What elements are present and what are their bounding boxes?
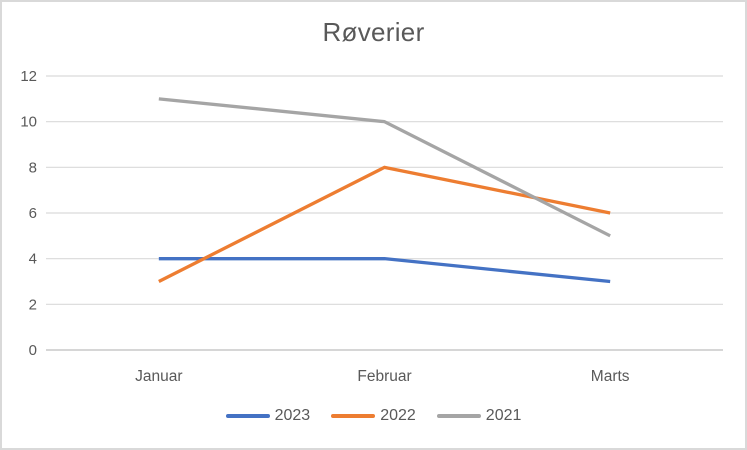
legend-label: 2023 bbox=[274, 407, 311, 424]
x-axis-label: Marts bbox=[591, 368, 630, 385]
legend-item-2022: 2022 bbox=[331, 407, 416, 425]
y-tick-label: 10 bbox=[20, 114, 37, 131]
y-tick-label: 8 bbox=[29, 159, 37, 176]
y-tick-label: 0 bbox=[29, 342, 37, 359]
series-line-2023 bbox=[158, 257, 611, 284]
y-tick-label: 6 bbox=[29, 205, 37, 222]
x-axis-label: Januar bbox=[135, 368, 182, 385]
legend-label: 2022 bbox=[380, 407, 416, 424]
legend-label: 2021 bbox=[485, 407, 522, 424]
y-tick-label: 4 bbox=[29, 251, 37, 268]
legend-swatch-icon bbox=[436, 413, 481, 419]
x-axis-label: Februar bbox=[357, 368, 411, 385]
legend-swatch-icon bbox=[225, 413, 270, 419]
series-line-2021 bbox=[158, 97, 611, 238]
legend-item-2021: 2021 bbox=[436, 407, 522, 425]
y-tick-label: 12 bbox=[20, 68, 37, 85]
chart-legend: 2023 2022 2021 bbox=[2, 407, 745, 425]
series-line-2022 bbox=[158, 165, 611, 283]
legend-swatch-icon bbox=[331, 413, 376, 419]
chart-title: Røverier bbox=[322, 17, 425, 47]
legend-item-2023: 2023 bbox=[225, 407, 311, 425]
y-tick-label: 2 bbox=[29, 296, 37, 313]
